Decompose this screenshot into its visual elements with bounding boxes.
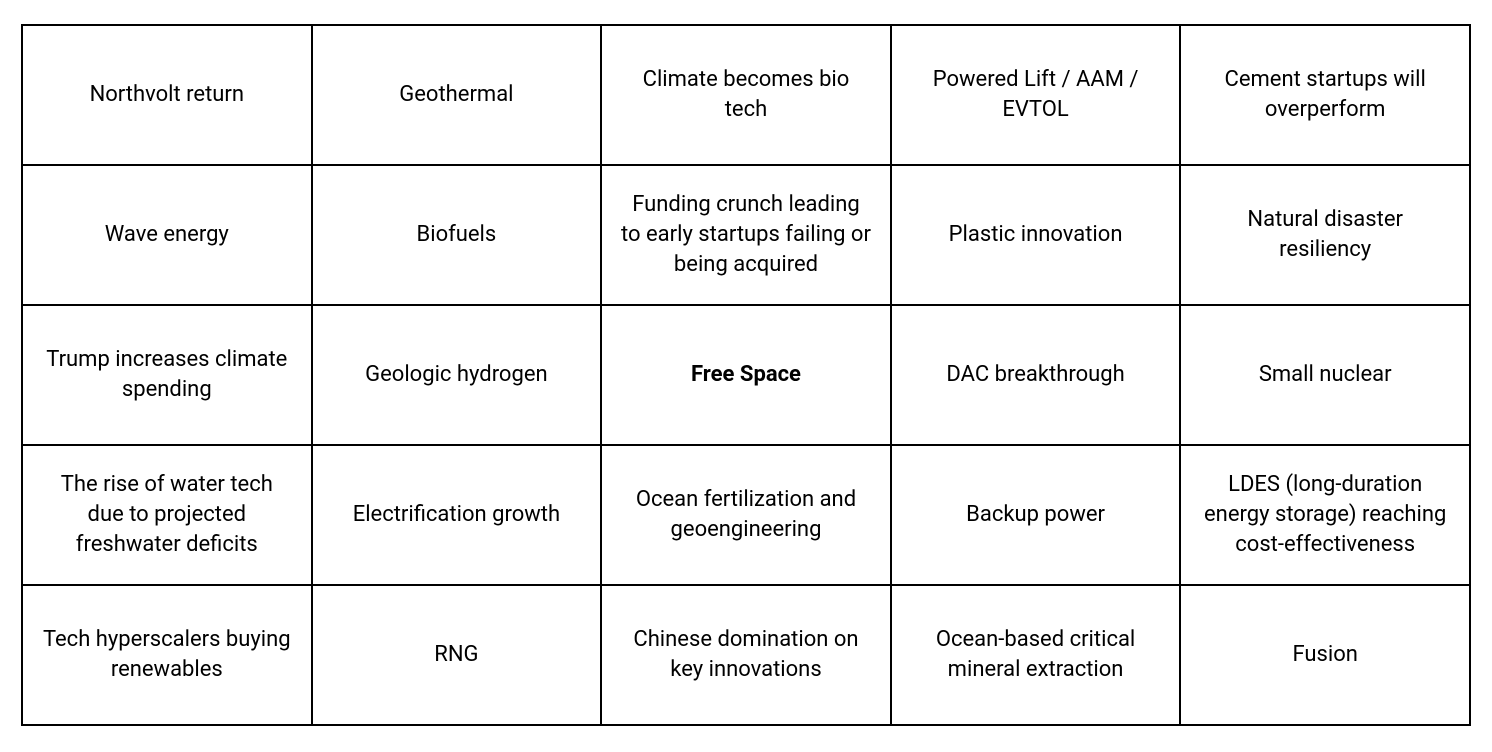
bingo-cell: RNG [312, 585, 602, 725]
bingo-cell: Ocean-based critical mineral extraction [891, 585, 1181, 725]
bingo-cell-free-space: Free Space [601, 305, 891, 445]
bingo-cell: LDES (long-duration energy storage) reac… [1180, 445, 1470, 585]
bingo-cell: Chinese domination on key innovations [601, 585, 891, 725]
bingo-cell: Geologic hydrogen [312, 305, 602, 445]
bingo-cell: Wave energy [22, 165, 312, 305]
bingo-cell: Biofuels [312, 165, 602, 305]
bingo-cell: Cement startups will overperform [1180, 25, 1470, 165]
bingo-cell: Northvolt return [22, 25, 312, 165]
bingo-cell: Electrification growth [312, 445, 602, 585]
bingo-cell: Ocean fertilization and geoengineering [601, 445, 891, 585]
bingo-cell: Small nuclear [1180, 305, 1470, 445]
table-row: The rise of water tech due to projected … [22, 445, 1470, 585]
bingo-cell: Climate becomes bio tech [601, 25, 891, 165]
bingo-cell: Trump increases climate spending [22, 305, 312, 445]
bingo-cell: The rise of water tech due to projected … [22, 445, 312, 585]
table-row: Northvolt return Geothermal Climate beco… [22, 25, 1470, 165]
bingo-cell: Geothermal [312, 25, 602, 165]
bingo-grid: Northvolt return Geothermal Climate beco… [21, 24, 1471, 726]
table-row: Tech hyperscalers buying renewables RNG … [22, 585, 1470, 725]
bingo-cell: Tech hyperscalers buying renewables [22, 585, 312, 725]
table-row: Trump increases climate spending Geologi… [22, 305, 1470, 445]
bingo-cell: Plastic innovation [891, 165, 1181, 305]
bingo-cell: DAC breakthrough [891, 305, 1181, 445]
bingo-cell: Natural disaster resiliency [1180, 165, 1470, 305]
bingo-cell: Fusion [1180, 585, 1470, 725]
bingo-cell: Funding crunch leading to early startups… [601, 165, 891, 305]
table-row: Wave energy Biofuels Funding crunch lead… [22, 165, 1470, 305]
bingo-cell: Powered Lift / AAM / EVTOL [891, 25, 1181, 165]
bingo-cell: Backup power [891, 445, 1181, 585]
